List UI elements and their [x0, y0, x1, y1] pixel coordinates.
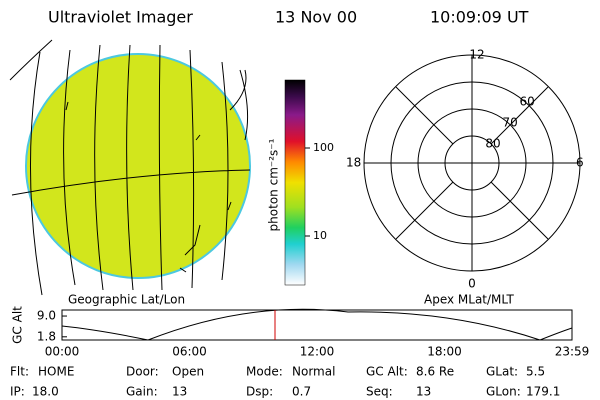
map-label: Geographic Lat/Lon: [68, 293, 185, 307]
status-value: Open: [172, 365, 204, 379]
time: 10:09:09 UT: [430, 8, 529, 27]
colorbar: [284, 79, 306, 286]
status-label: Dsp:: [246, 385, 273, 399]
mlt-label: 12: [469, 48, 484, 62]
y-tick-label: 9.0: [37, 309, 56, 323]
colorbar-tick-label: 100: [313, 141, 334, 154]
status-value: HOME: [38, 365, 74, 379]
status-value: 13: [416, 385, 431, 399]
status-label: IP:: [10, 385, 25, 399]
mlt-label: 18: [346, 156, 361, 170]
colorbar-label: photon cm⁻²s⁻¹: [267, 138, 281, 231]
status-label: GLat:: [486, 365, 518, 379]
x-tick-label: 06:00: [172, 345, 207, 359]
status-value: 5.5: [526, 365, 545, 379]
x-tick-label: 18:00: [427, 345, 462, 359]
status-label: Flt:: [10, 365, 29, 379]
x-tick-label: 12:00: [300, 345, 335, 359]
status-label: Door:: [126, 365, 159, 379]
status-value: 8.6 Re: [416, 365, 454, 379]
globe-image: [9, 39, 251, 296]
status-label: GC Alt:: [366, 365, 408, 379]
latitude-ring: [390, 81, 554, 245]
status-label: Mode:: [246, 365, 283, 379]
status-label: Gain:: [126, 385, 158, 399]
altitude-plot-frame: [61, 309, 573, 341]
map-label: Apex MLat/MLT: [424, 293, 514, 307]
latitude-label: 70: [502, 116, 517, 130]
status-value: 179.1: [526, 385, 560, 399]
latitude-ring: [417, 108, 527, 218]
status-label: GLon:: [486, 385, 521, 399]
mlt-label: 6: [576, 156, 584, 170]
latitude-label: 80: [485, 137, 500, 151]
status-label: Seq:: [366, 385, 393, 399]
date: 13 Nov 00: [275, 8, 357, 27]
colorbar-tick-label: 10: [313, 229, 327, 242]
y-tick-label: 1.8: [37, 329, 56, 343]
altitude-axis-label: GC Alt: [11, 306, 25, 344]
status-value: 13: [172, 385, 187, 399]
latitude-ring: [444, 135, 500, 191]
status-value: 18.0: [32, 385, 59, 399]
mlt-label: 0: [468, 277, 476, 291]
x-tick-label: 00:00: [45, 345, 80, 359]
x-tick-label: 23:59: [555, 345, 590, 359]
status-value: 0.7: [292, 385, 311, 399]
polar-grid: [363, 54, 581, 272]
latitude-label: 60: [519, 95, 534, 109]
instrument-title: Ultraviolet Imager: [48, 8, 193, 27]
altitude-curve: [61, 308, 573, 341]
status-value: Normal: [292, 365, 335, 379]
